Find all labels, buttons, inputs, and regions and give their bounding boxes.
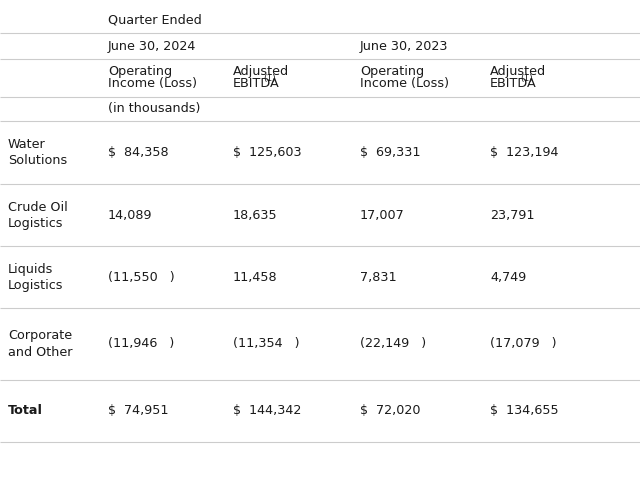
Text: Income (Loss): Income (Loss): [108, 76, 197, 89]
Text: $  144,342: $ 144,342: [233, 405, 301, 418]
Text: Corporate: Corporate: [8, 329, 72, 342]
Text: $  72,020: $ 72,020: [360, 405, 420, 418]
Text: $  69,331: $ 69,331: [360, 146, 420, 159]
Text: (in thousands): (in thousands): [108, 101, 200, 114]
Text: 14,089: 14,089: [108, 209, 152, 222]
Text: 11,458: 11,458: [233, 270, 278, 283]
Text: (11,946   ): (11,946 ): [108, 337, 174, 350]
Text: (11,550   ): (11,550 ): [108, 270, 175, 283]
Text: 4,749: 4,749: [490, 270, 526, 283]
Text: $  123,194: $ 123,194: [490, 146, 559, 159]
Text: June 30, 2023: June 30, 2023: [360, 39, 449, 52]
Text: Operating: Operating: [360, 64, 424, 77]
Text: EBITDA: EBITDA: [233, 76, 280, 89]
Text: Adjusted: Adjusted: [490, 64, 546, 77]
Text: EBITDA: EBITDA: [490, 76, 537, 89]
Text: Crude Oil: Crude Oil: [8, 201, 68, 214]
Text: (17,079   ): (17,079 ): [490, 337, 557, 350]
Text: Total: Total: [8, 405, 43, 418]
Text: $  84,358: $ 84,358: [108, 146, 168, 159]
Text: Solutions: Solutions: [8, 154, 67, 167]
Text: Logistics: Logistics: [8, 217, 63, 230]
Text: Water: Water: [8, 138, 45, 151]
Text: (1): (1): [520, 73, 533, 82]
Text: $  74,951: $ 74,951: [108, 405, 168, 418]
Text: and Other: and Other: [8, 345, 72, 358]
Text: Operating: Operating: [108, 64, 172, 77]
Text: Logistics: Logistics: [8, 278, 63, 291]
Text: June 30, 2024: June 30, 2024: [108, 39, 196, 52]
Text: Quarter Ended: Quarter Ended: [108, 13, 202, 26]
Text: Adjusted: Adjusted: [233, 64, 289, 77]
Text: (1): (1): [263, 73, 276, 82]
Text: 7,831: 7,831: [360, 270, 397, 283]
Text: Income (Loss): Income (Loss): [360, 76, 449, 89]
Text: Liquids: Liquids: [8, 262, 53, 275]
Text: 17,007: 17,007: [360, 209, 404, 222]
Text: (11,354   ): (11,354 ): [233, 337, 300, 350]
Text: 23,791: 23,791: [490, 209, 534, 222]
Text: 18,635: 18,635: [233, 209, 278, 222]
Text: $  134,655: $ 134,655: [490, 405, 559, 418]
Text: $  125,603: $ 125,603: [233, 146, 301, 159]
Text: (22,149   ): (22,149 ): [360, 337, 426, 350]
